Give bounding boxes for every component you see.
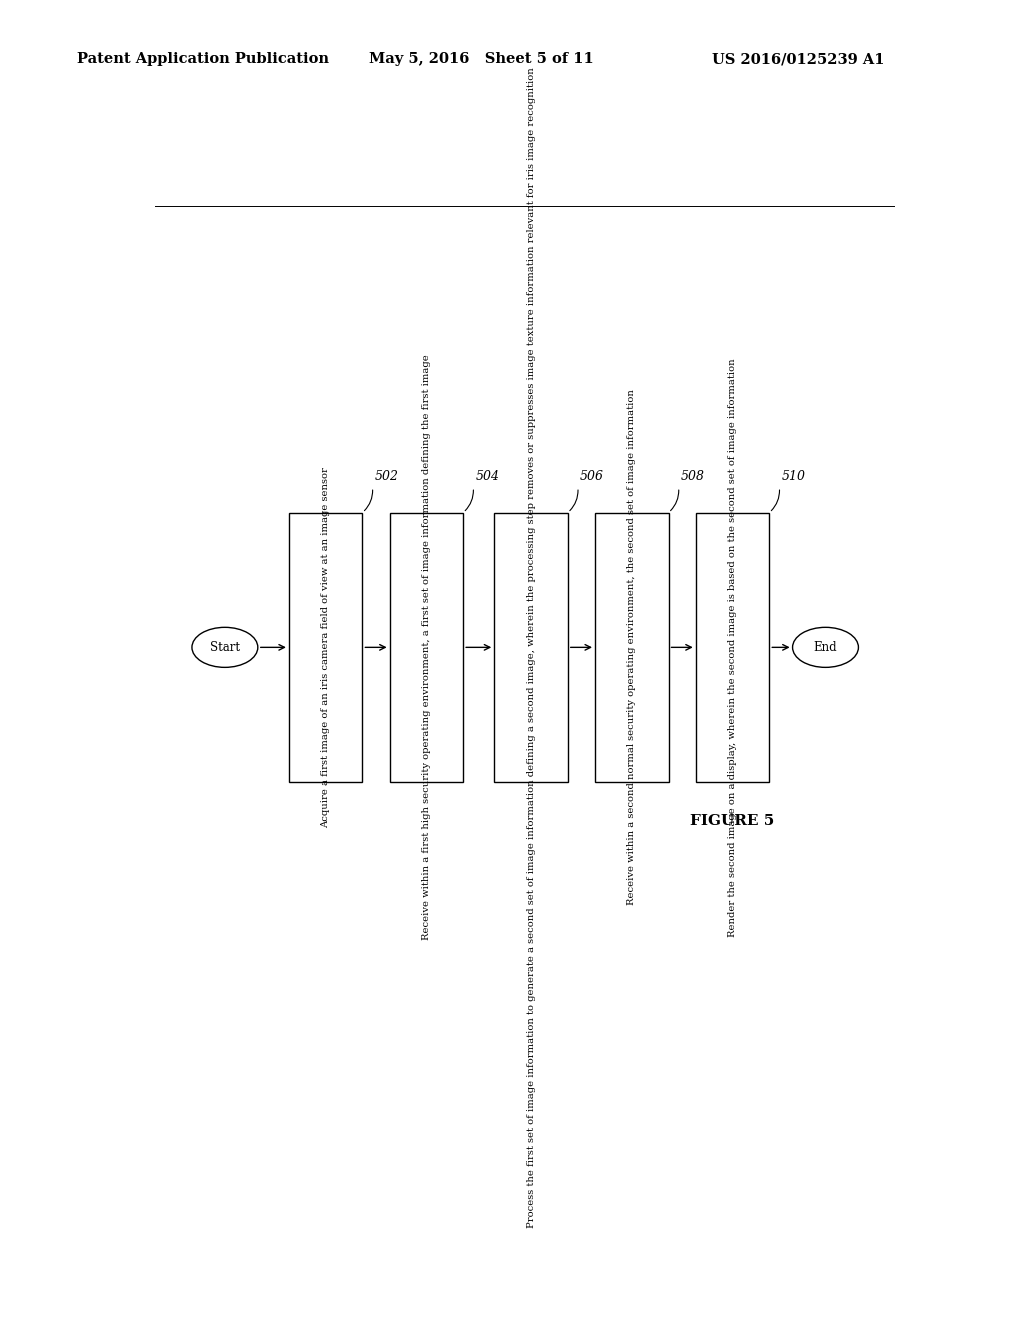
Bar bbox=[389, 512, 463, 781]
Text: Acquire a first image of an iris camera field of view at an image sensor: Acquire a first image of an iris camera … bbox=[322, 467, 330, 828]
Text: 504: 504 bbox=[475, 470, 500, 483]
Text: Render the second image on a display, wherein the second image is based on the s: Render the second image on a display, wh… bbox=[728, 358, 737, 937]
Text: 506: 506 bbox=[581, 470, 604, 483]
Text: Patent Application Publication: Patent Application Publication bbox=[77, 53, 329, 66]
Text: Process the first set of image information to generate a second set of image inf: Process the first set of image informati… bbox=[526, 67, 536, 1228]
Text: May 5, 2016   Sheet 5 of 11: May 5, 2016 Sheet 5 of 11 bbox=[369, 53, 593, 66]
Bar bbox=[495, 512, 568, 781]
Bar bbox=[695, 512, 769, 781]
Ellipse shape bbox=[191, 627, 258, 668]
Text: Receive within a first high security operating environment, a first set of image: Receive within a first high security ope… bbox=[422, 355, 431, 940]
Text: 502: 502 bbox=[375, 470, 398, 483]
Text: End: End bbox=[814, 640, 838, 653]
Text: Start: Start bbox=[210, 640, 240, 653]
Text: Receive within a second normal security operating environment, the second set of: Receive within a second normal security … bbox=[628, 389, 636, 906]
Text: FIGURE 5: FIGURE 5 bbox=[690, 813, 774, 828]
Bar bbox=[595, 512, 669, 781]
Bar bbox=[289, 512, 362, 781]
Ellipse shape bbox=[793, 627, 858, 668]
Text: US 2016/0125239 A1: US 2016/0125239 A1 bbox=[712, 53, 884, 66]
Text: 508: 508 bbox=[681, 470, 705, 483]
Text: 510: 510 bbox=[781, 470, 806, 483]
